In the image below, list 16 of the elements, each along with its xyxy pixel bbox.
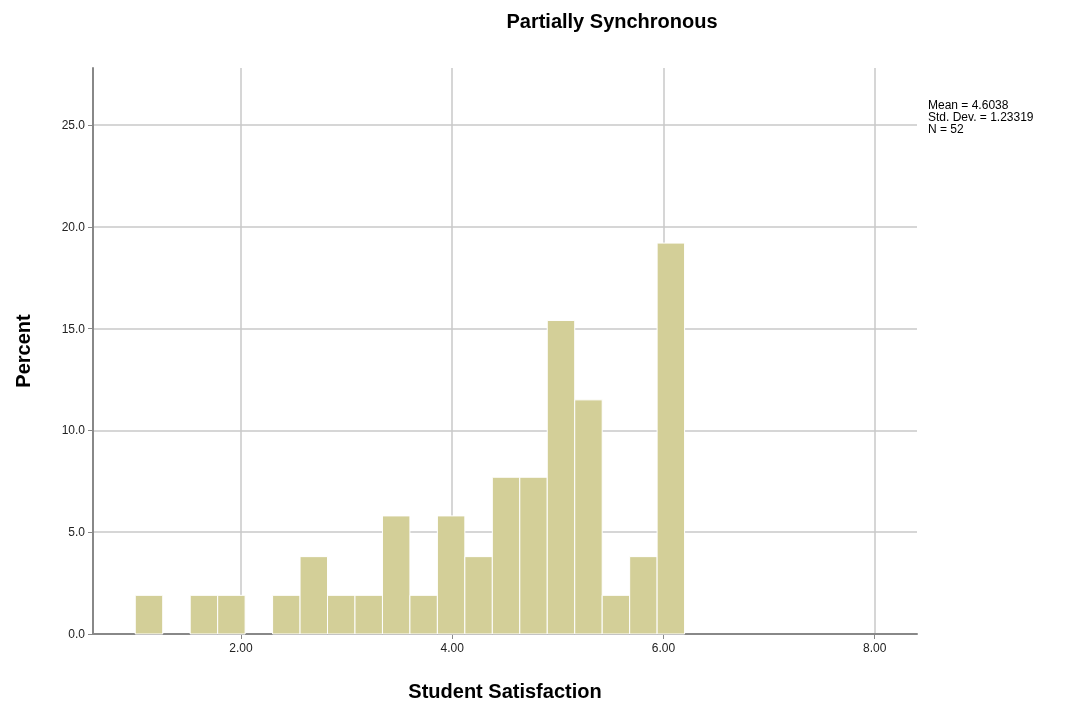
y-tick-label: 0.0 <box>68 627 86 641</box>
text: N = 52 <box>928 122 965 136</box>
text: Std. Dev. = 1.23319 <box>928 110 1034 124</box>
y-tick-label: 5.0 <box>68 525 86 540</box>
chart-title: Partially Synchronous <box>506 10 718 32</box>
x-tick-label: 8.00 <box>863 641 887 655</box>
y-tick-label: 20.0 <box>61 219 86 234</box>
y-axis-title: Percent <box>12 313 34 388</box>
x-tick-label: 4.00 <box>440 641 465 655</box>
y-tick-label: 25.0 <box>61 118 86 133</box>
x-tick-label: 6.00 <box>651 641 676 655</box>
text: Mean = 4.6038 <box>928 98 1009 112</box>
y-tick-label: 10.0 <box>61 423 86 438</box>
x-axis-title: Student Satisfaction <box>408 680 602 702</box>
y-tick-label: 15.0 <box>61 321 86 336</box>
x-tick-label: 2.00 <box>229 641 253 655</box>
